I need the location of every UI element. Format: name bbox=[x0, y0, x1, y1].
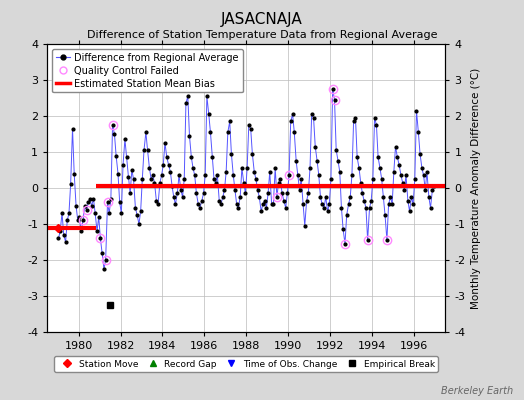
Text: Difference of Station Temperature Data from Regional Average: Difference of Station Temperature Data f… bbox=[87, 30, 437, 40]
Y-axis label: Monthly Temperature Anomaly Difference (°C): Monthly Temperature Anomaly Difference (… bbox=[471, 67, 481, 309]
Text: Berkeley Earth: Berkeley Earth bbox=[441, 386, 514, 396]
Legend: Station Move, Record Gap, Time of Obs. Change, Empirical Break: Station Move, Record Gap, Time of Obs. C… bbox=[54, 356, 438, 372]
Text: JASACNAJA: JASACNAJA bbox=[221, 12, 303, 27]
